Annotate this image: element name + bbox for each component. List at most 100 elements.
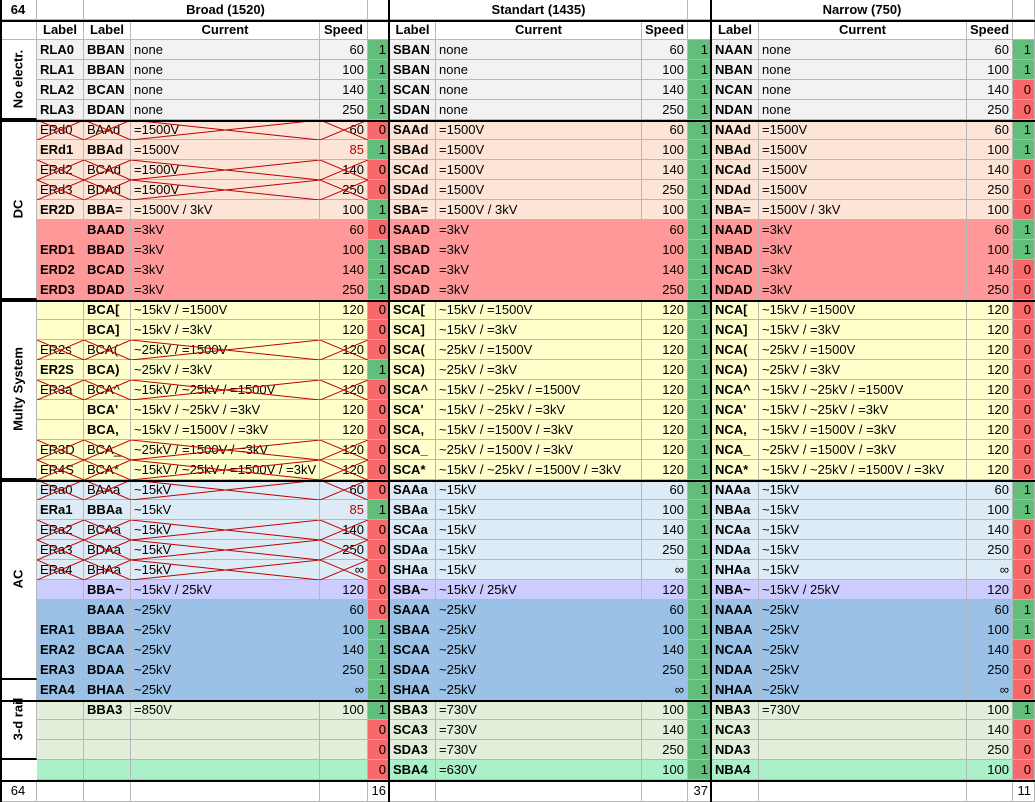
broad-current[interactable]: ~15kV / =1500V [131,300,320,320]
broad-current[interactable] [131,720,320,740]
narrow-code[interactable]: NBAd [712,140,759,160]
col-header-speed[interactable]: Speed [320,20,368,40]
group-header-standart[interactable]: Standart (1435) [390,0,688,20]
broad-flag[interactable]: 0 [368,440,390,460]
group-header-narrow[interactable]: Narrow (750) [712,0,1013,20]
standart-code[interactable]: SCA) [390,360,436,380]
broad-current[interactable]: =3kV [131,220,320,240]
row-label[interactable]: ER3D [37,440,84,460]
row-label[interactable]: ERD2 [37,260,84,280]
narrow-speed[interactable]: 120 [967,380,1013,400]
standart-current[interactable]: ~25kV / =3kV [436,360,642,380]
broad-current[interactable]: ~25kV [131,680,320,700]
broad-flag[interactable]: 1 [368,60,390,80]
broad-speed[interactable]: 120 [320,420,368,440]
broad-code[interactable]: BBAN [84,60,131,80]
broad-flag[interactable]: 0 [368,420,390,440]
standart-code[interactable]: SHAA [390,680,436,700]
row-label[interactable] [37,580,84,600]
row-label[interactable]: ERD3 [37,280,84,300]
narrow-speed[interactable]: 60 [967,220,1013,240]
narrow-speed[interactable]: 60 [967,480,1013,500]
standart-flag[interactable]: 1 [688,320,712,340]
broad-flag[interactable]: 0 [368,600,390,620]
broad-speed[interactable]: 60 [320,220,368,240]
total-blank-cell[interactable] [642,781,688,802]
broad-speed[interactable]: 250 [320,540,368,560]
row-label[interactable]: ERd3 [37,180,84,200]
broad-code[interactable]: BCAd [84,160,131,180]
standart-current[interactable]: ~25kV [436,660,642,680]
standart-code[interactable]: SBAA [390,620,436,640]
standart-current[interactable]: ~25kV [436,600,642,620]
corner-top-cell[interactable]: 64 [0,0,37,20]
narrow-current[interactable]: ~15kV / =1500V [759,300,967,320]
broad-code[interactable]: BBA~ [84,580,131,600]
standart-current[interactable]: ~15kV [436,520,642,540]
broad-current[interactable]: =1500V / 3kV [131,200,320,220]
broad-speed[interactable]: ∞ [320,560,368,580]
col-header-label[interactable]: Label [712,20,759,40]
narrow-current[interactable]: =1500V [759,160,967,180]
narrow-current[interactable]: =1500V [759,120,967,140]
standart-speed[interactable]: 140 [642,160,688,180]
broad-speed[interactable]: 60 [320,40,368,60]
standart-speed[interactable]: 250 [642,540,688,560]
broad-speed[interactable]: 100 [320,60,368,80]
narrow-flag[interactable]: 0 [1013,300,1035,320]
narrow-flag[interactable]: 1 [1013,240,1035,260]
broad-code[interactable]: BBA3 [84,700,131,720]
broad-code[interactable]: BAAd [84,120,131,140]
narrow-current[interactable]: =1500V [759,180,967,200]
standart-current[interactable]: ~25kV / =1500V / =3kV [436,440,642,460]
narrow-speed[interactable]: 60 [967,40,1013,60]
narrow-code[interactable]: NDAd [712,180,759,200]
narrow-code[interactable]: NCA3 [712,720,759,740]
broad-current[interactable]: =1500V [131,160,320,180]
broad-flag[interactable]: 0 [368,120,390,140]
total-blank-cell[interactable] [131,781,320,802]
narrow-speed[interactable]: 60 [967,120,1013,140]
narrow-current[interactable]: ~15kV / =3kV [759,320,967,340]
narrow-current[interactable]: ~25kV / =3kV [759,360,967,380]
narrow-current[interactable]: =3kV [759,280,967,300]
row-label[interactable]: RLA0 [37,40,84,60]
standart-flag[interactable]: 1 [688,180,712,200]
narrow-code[interactable]: NDA3 [712,740,759,760]
narrow-code[interactable]: NDAa [712,540,759,560]
narrow-code[interactable]: NCAD [712,260,759,280]
broad-current[interactable]: ~25kV / =1500V [131,340,320,360]
standart-flag[interactable]: 1 [688,560,712,580]
narrow-code[interactable]: NCAa [712,520,759,540]
narrow-flag[interactable]: 0 [1013,400,1035,420]
narrow-current[interactable]: =3kV [759,240,967,260]
narrow-flag[interactable]: 0 [1013,200,1035,220]
broad-flag[interactable]: 0 [368,340,390,360]
broad-speed[interactable]: 120 [320,440,368,460]
standart-flag[interactable]: 1 [688,760,712,780]
standart-flag[interactable]: 1 [688,660,712,680]
standart-flag[interactable]: 1 [688,300,712,320]
narrow-current[interactable]: ~25kV [759,680,967,700]
standart-flag[interactable]: 1 [688,100,712,120]
broad-code[interactable] [84,740,131,760]
broad-speed[interactable]: 140 [320,260,368,280]
standart-speed[interactable]: 100 [642,620,688,640]
col-header-current[interactable]: Current [131,20,320,40]
broad-code[interactable]: BCA^ [84,380,131,400]
broad-current[interactable] [131,740,320,760]
standart-speed[interactable]: 140 [642,640,688,660]
narrow-flag[interactable]: 0 [1013,180,1035,200]
standart-flag[interactable]: 1 [688,400,712,420]
narrow-flag[interactable]: 1 [1013,140,1035,160]
standart-code[interactable]: SCA[ [390,300,436,320]
standart-code[interactable]: SCA] [390,320,436,340]
broad-code[interactable]: BDAa [84,540,131,560]
standart-speed[interactable]: 120 [642,440,688,460]
broad-speed[interactable] [320,740,368,760]
standart-code[interactable]: SCA, [390,420,436,440]
broad-speed[interactable]: 140 [320,640,368,660]
narrow-code[interactable]: NCA] [712,320,759,340]
col-header-label[interactable]: Label [390,20,436,40]
broad-code[interactable]: BCA' [84,400,131,420]
